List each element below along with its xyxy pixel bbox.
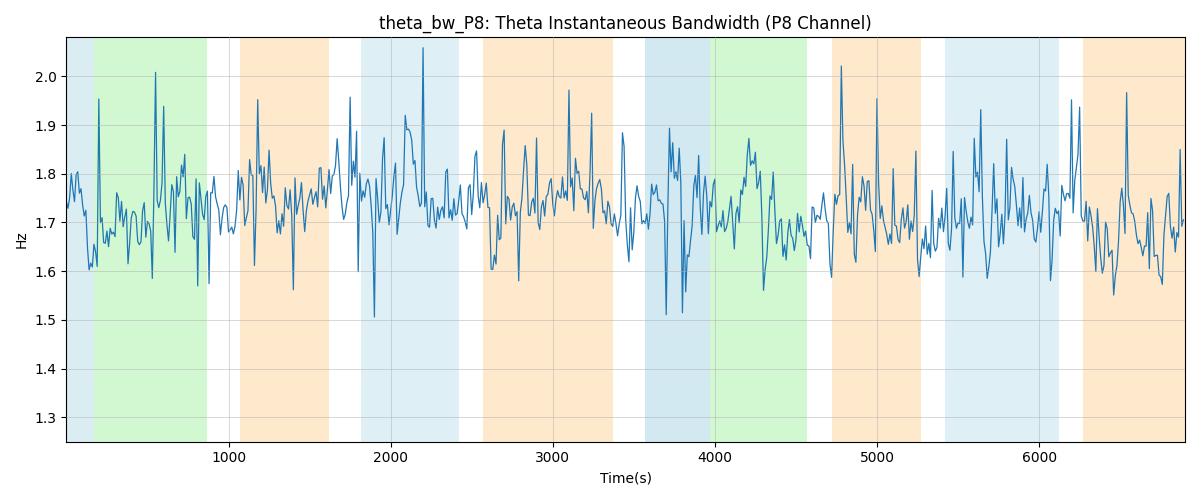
X-axis label: Time(s): Time(s): [600, 471, 652, 485]
Bar: [361, 38, 458, 442]
Bar: [1082, 38, 1184, 442]
Bar: [946, 38, 1058, 442]
Bar: [94, 38, 208, 442]
Title: theta_bw_P8: Theta Instantaneous Bandwidth (P8 Channel): theta_bw_P8: Theta Instantaneous Bandwid…: [379, 15, 872, 34]
Bar: [710, 38, 808, 442]
Bar: [240, 38, 329, 442]
Bar: [484, 38, 613, 442]
Bar: [832, 38, 920, 442]
Bar: [66, 38, 94, 442]
Bar: [646, 38, 710, 442]
Y-axis label: Hz: Hz: [16, 230, 29, 248]
